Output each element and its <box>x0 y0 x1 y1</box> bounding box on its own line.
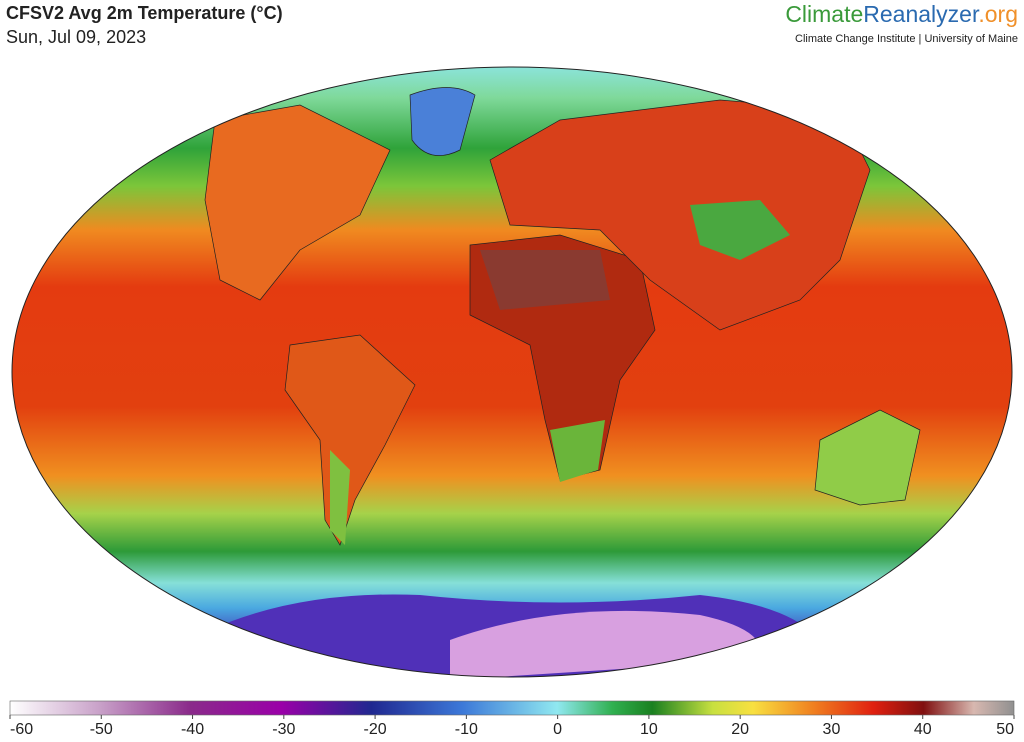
tick-label: -30 <box>272 721 295 738</box>
south-america <box>284 334 416 546</box>
date: Sun, Jul 09, 2023 <box>6 27 146 47</box>
sahara <box>480 250 610 310</box>
colorbar <box>9 700 1015 716</box>
affiliation: Climate Change Institute | University of… <box>795 33 1018 45</box>
tick-label: -60 <box>10 721 33 738</box>
colorbar-ticks: -60 -50 -40 -30 -20 -10 0 10 20 30 40 50 <box>9 715 1015 738</box>
eurasia <box>489 99 871 331</box>
brand-part: Climate <box>785 1 863 27</box>
tick-label: 10 <box>640 721 658 738</box>
north-america <box>204 104 391 301</box>
tick-label: 40 <box>914 721 932 738</box>
southern-africa <box>550 420 605 482</box>
tick-label: -50 <box>90 721 113 738</box>
australia <box>814 409 921 506</box>
title: CFSV2 Avg 2m Temperature (°C) <box>6 3 283 23</box>
greenland <box>409 87 476 156</box>
map-outline <box>11 66 1013 678</box>
brand-part: .org <box>978 1 1018 27</box>
tick-label: -10 <box>455 721 478 738</box>
brand-part: Reanalyzer <box>863 1 980 27</box>
tick-label: -40 <box>181 721 204 738</box>
tick-label: 0 <box>553 721 562 738</box>
tibet <box>690 200 790 260</box>
tick-label: 50 <box>996 721 1014 738</box>
tick-label: 30 <box>823 721 841 738</box>
tick-label: 20 <box>731 721 749 738</box>
brand: ClimateReanalyzer.org <box>785 1 1018 27</box>
south-america-south <box>330 450 350 545</box>
map <box>12 67 1012 677</box>
tick-label: -20 <box>364 721 387 738</box>
